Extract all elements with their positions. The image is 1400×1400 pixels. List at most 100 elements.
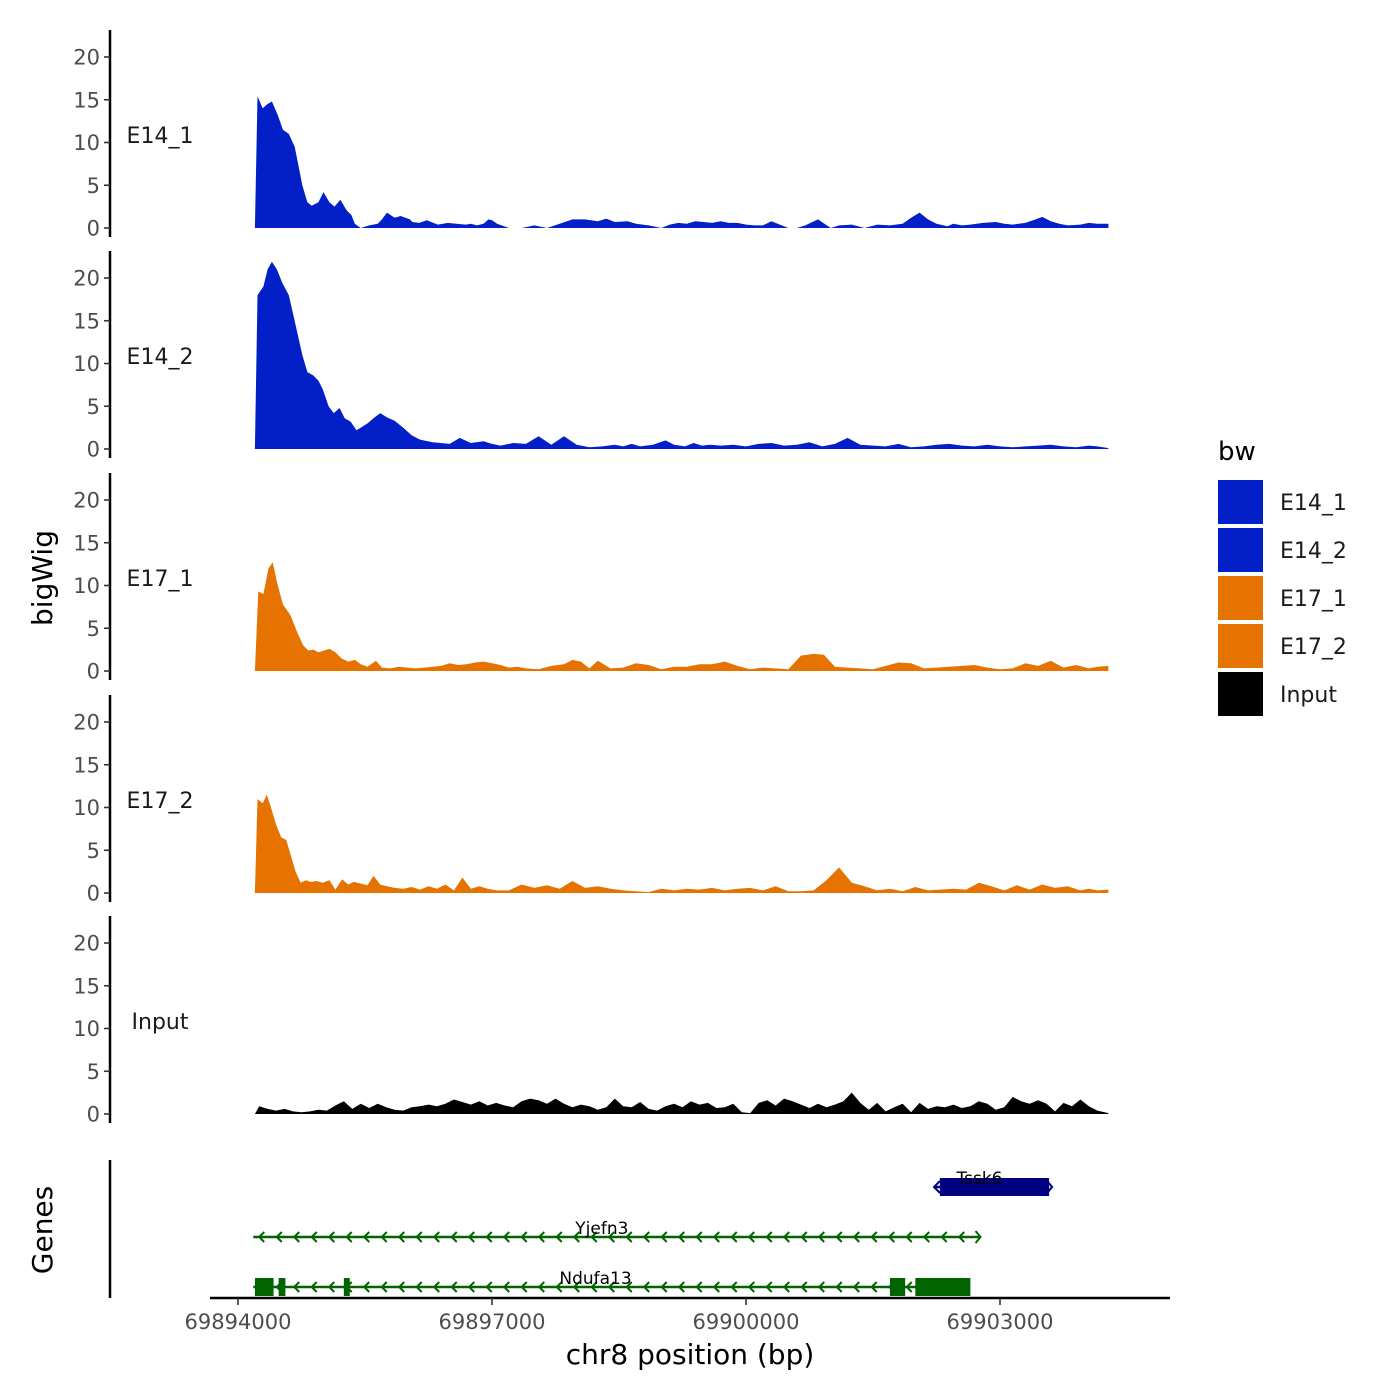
strand-arrow [835, 1231, 843, 1243]
strand-arrow [555, 1231, 563, 1243]
gene-ndufa13: Ndufa13 [253, 1269, 971, 1296]
strand-arrow [747, 1281, 755, 1293]
strand-arrow [852, 1231, 860, 1243]
strand-arrow [310, 1231, 318, 1243]
strand-arrow [362, 1281, 370, 1293]
strand-arrow [870, 1231, 878, 1243]
strand-arrow [905, 1231, 913, 1243]
panel-e17-2: 0 5 10 15 20 E17_2 [73, 695, 1109, 906]
legend-label: E14_1 [1280, 491, 1347, 516]
signal-panels: 05101520E14_105101520E14_205101520E17_10… [73, 30, 1109, 1127]
gene-label: Yjefn3 [574, 1219, 628, 1239]
strip-label: E17_2 [127, 789, 194, 814]
exon-box [889, 1278, 906, 1296]
strand-arrow [397, 1231, 405, 1243]
y-tick-label: 20 [73, 932, 100, 956]
strand-arrow [642, 1281, 650, 1293]
y-tick-label: 0 [87, 882, 100, 906]
strand-arrow [765, 1281, 773, 1293]
panel-e17-1: 0 5 10 15 20 E17_1 [73, 473, 1109, 684]
strand-arrow [502, 1281, 510, 1293]
y-tick-label: 10 [73, 796, 100, 820]
strip-label: E17_1 [127, 567, 194, 592]
strand-arrow [800, 1281, 808, 1293]
panel-e14-2: 0 5 10 15 20 E14_2 [73, 251, 1109, 462]
y-tick-label: 5 [87, 174, 100, 198]
legend-label: E14_2 [1280, 539, 1347, 564]
strand-arrow [432, 1281, 440, 1293]
legend-title: bw [1218, 437, 1256, 467]
strand-arrow [415, 1231, 423, 1243]
exon-box [343, 1278, 350, 1296]
strand-arrow [485, 1281, 493, 1293]
exon-box [915, 1278, 971, 1296]
strand-arrow [345, 1231, 353, 1243]
y-tick-label: 10 [73, 131, 100, 155]
legend-key [1218, 672, 1263, 716]
strand-arrow [432, 1231, 440, 1243]
strand-arrow [835, 1281, 843, 1293]
y-tick-label: 15 [73, 88, 100, 112]
strand-arrow [607, 1281, 615, 1293]
exon-box [278, 1278, 286, 1296]
y-tick-label: 5 [87, 839, 100, 863]
strand-arrow [555, 1281, 563, 1293]
y-tick-label: 10 [73, 352, 100, 376]
signal-area [254, 96, 1109, 228]
strand-arrow [590, 1231, 598, 1243]
strand-arrow [310, 1281, 318, 1293]
y-tick-label: 15 [73, 531, 100, 555]
strand-arrow [520, 1281, 528, 1293]
signal-area [254, 794, 1109, 893]
strand-arrow [765, 1231, 773, 1243]
y-tick-label: 0 [87, 1103, 100, 1127]
signal-area [254, 1092, 1109, 1114]
y-tick-label: 5 [87, 395, 100, 419]
strand-arrow [467, 1281, 475, 1293]
strand-arrow [817, 1281, 825, 1293]
strand-arrow [450, 1231, 458, 1243]
strand-arrow [660, 1281, 668, 1293]
gene-track: Tssk6 Yjefn3 Ndufa13 [108, 1160, 1054, 1298]
strand-arrow [940, 1231, 948, 1243]
strand-arrow [380, 1231, 388, 1243]
y-tick-label: 20 [73, 267, 100, 291]
strand-arrow [275, 1231, 283, 1243]
strip-label: E14_2 [127, 345, 194, 370]
panel-input: 0 5 10 15 20 Input [73, 916, 1109, 1127]
strand-arrow [397, 1281, 405, 1293]
strand-arrow [677, 1231, 685, 1243]
x-tick-label: 69903000 [947, 1310, 1054, 1334]
signal-area [254, 562, 1109, 671]
legend-label: Input [1280, 683, 1337, 708]
y-tick-label: 20 [73, 489, 100, 513]
strand-arrow [520, 1231, 528, 1243]
signal-area [254, 261, 1109, 449]
y-tick-label: 20 [73, 711, 100, 735]
strand-arrow [292, 1281, 300, 1293]
strand-arrow [800, 1231, 808, 1243]
strand-arrow [362, 1231, 370, 1243]
gene-label: Ndufa13 [559, 1269, 631, 1289]
y-tick-label: 15 [73, 974, 100, 998]
legend-label: E17_1 [1280, 587, 1347, 612]
strand-arrow [572, 1231, 580, 1243]
strand-arrow [625, 1231, 633, 1243]
y-tick-label: 0 [87, 438, 100, 462]
strand-arrow [292, 1231, 300, 1243]
strand-arrow [590, 1281, 598, 1293]
strand-arrow [677, 1281, 685, 1293]
strip-label: Input [132, 1010, 189, 1035]
strand-arrow [782, 1281, 790, 1293]
strand-arrow [852, 1281, 860, 1293]
y-tick-label: 10 [73, 1017, 100, 1041]
gene-tssk6: Tssk6 [932, 1169, 1054, 1196]
legend: bw E14_1 E14_2 E17_1 E17_2 Input [1218, 437, 1347, 716]
strand-arrow [415, 1281, 423, 1293]
strand-arrow [327, 1281, 335, 1293]
legend-key [1218, 480, 1263, 524]
y-tick-label: 10 [73, 574, 100, 598]
gene-yjefn3: Yjefn3 [253, 1219, 982, 1244]
exon-box [254, 1278, 274, 1296]
